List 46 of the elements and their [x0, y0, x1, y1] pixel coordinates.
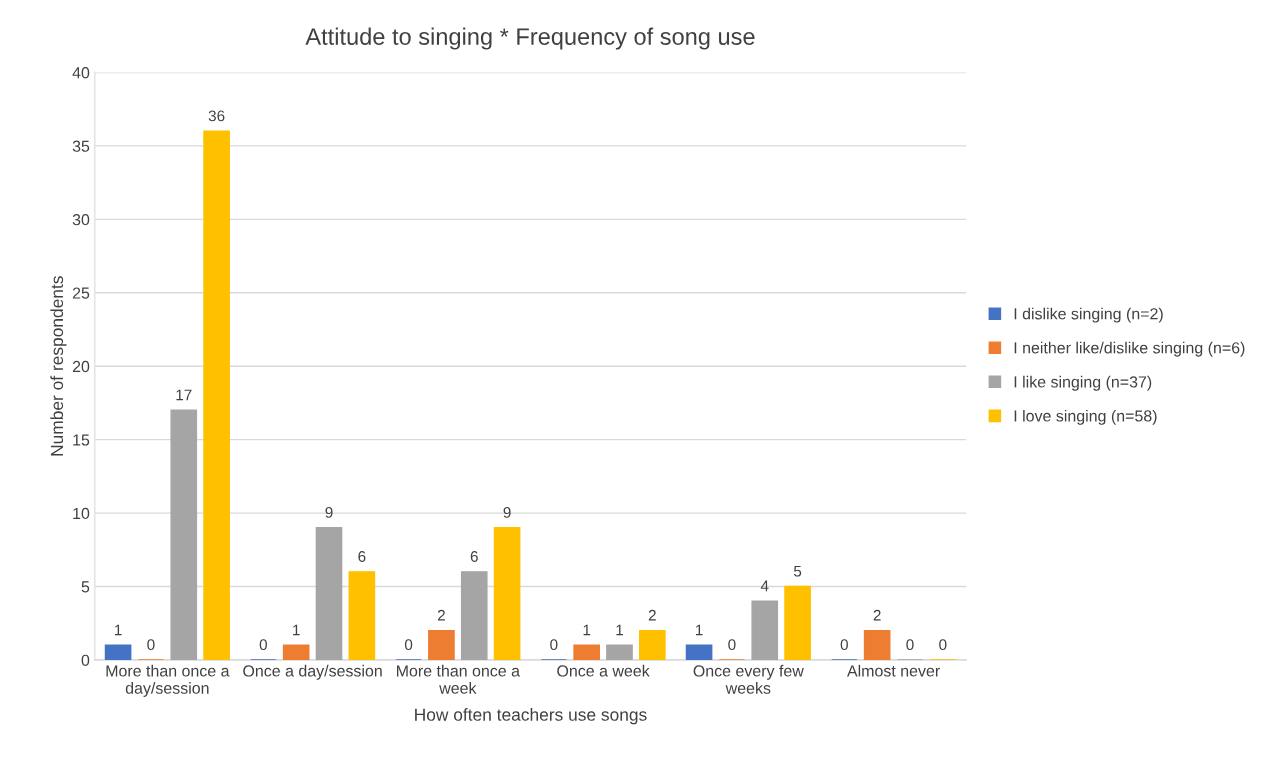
data-label: 0: [147, 639, 155, 651]
x-tick-label: Almost never: [847, 664, 940, 677]
x-axis-title: How often teachers use songs: [415, 708, 647, 725]
legend-label: I dislike singing (n=2): [1014, 307, 1163, 323]
data-label: 1: [695, 624, 703, 636]
y-axis-title: Number of respondents: [50, 276, 67, 456]
legend-label: I love singing (n=58): [1014, 409, 1157, 425]
y-tick-label: 5: [81, 581, 90, 593]
x-tick-label: Once every few weeks: [693, 664, 804, 694]
data-label: 9: [503, 507, 511, 518]
data-label: 1: [293, 624, 300, 636]
y-tick-label: 10: [73, 507, 90, 520]
data-label: 0: [259, 639, 267, 651]
x-tick-label: Once a day/session: [243, 664, 382, 680]
data-label: 36: [208, 110, 225, 122]
data-label: 0: [840, 639, 848, 651]
y-tick-label: 25: [72, 287, 90, 299]
data-label: 6: [358, 551, 366, 562]
data-label: 0: [550, 639, 558, 651]
data-label: 0: [404, 639, 413, 651]
data-label: 0: [728, 639, 736, 651]
chart-title: Attitude to singing * Frequency of song use: [305, 27, 755, 50]
x-tick-label: More than once a day/session: [106, 664, 230, 697]
data-label: 0: [906, 639, 914, 651]
x-tick-label: Once a week: [557, 664, 650, 677]
y-tick-label: 40: [72, 67, 90, 79]
data-label: 4: [760, 580, 769, 592]
data-label: 9: [325, 507, 333, 518]
data-label: 2: [437, 609, 445, 621]
data-label: 17: [176, 389, 192, 401]
y-tick-label: 30: [72, 214, 90, 226]
legend-label: I neither like/dislike singing (n=6): [1014, 341, 1245, 357]
x-tick-label: More than once a week: [397, 664, 520, 694]
y-tick-label: 35: [72, 140, 90, 152]
y-tick-label: 20: [72, 360, 90, 373]
y-tick-label: 0: [81, 654, 90, 666]
y-tick-label: 15: [73, 434, 90, 446]
data-label: 2: [873, 609, 881, 621]
data-label: 5: [793, 565, 802, 577]
data-label: 6: [470, 551, 478, 562]
data-label: 0: [939, 639, 947, 651]
data-label: 1: [583, 624, 591, 636]
data-label: 1: [115, 624, 122, 636]
data-label: 2: [648, 609, 656, 621]
data-label: 1: [616, 624, 623, 636]
legend-label: I like singing (n=37): [1014, 375, 1152, 391]
